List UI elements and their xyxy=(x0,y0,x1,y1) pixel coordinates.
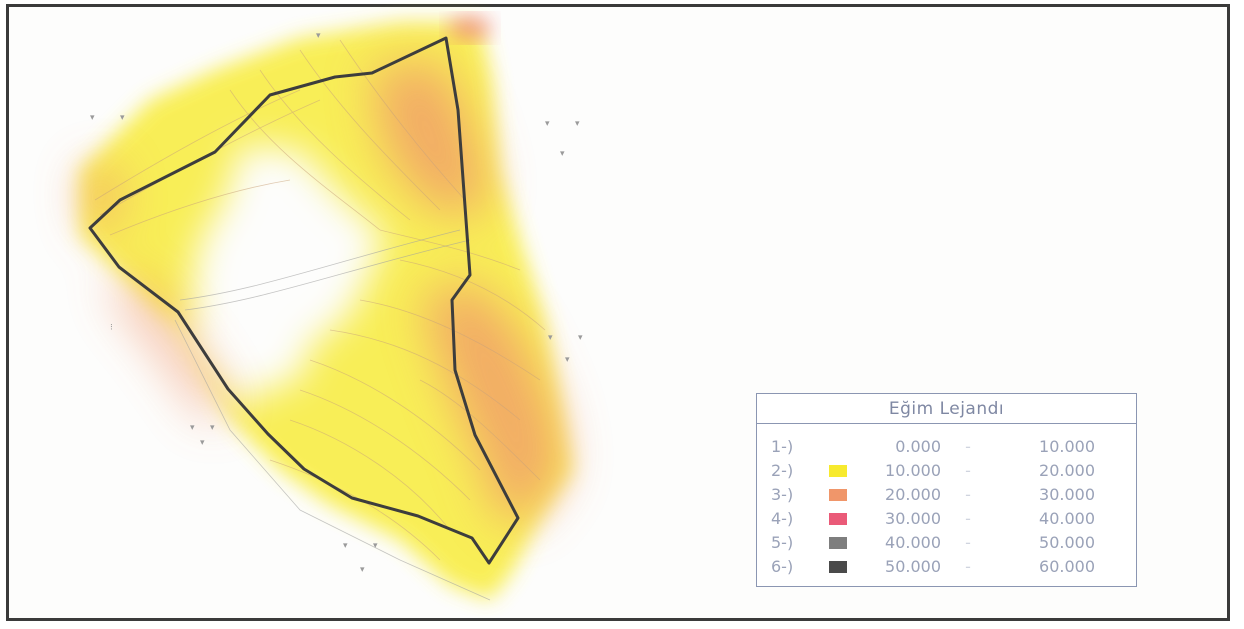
legend-row: 1-) 0.000 - 10.000 xyxy=(757,434,1136,458)
legend-row: 4-) 30.000 - 40.000 xyxy=(757,506,1136,530)
legend-swatch xyxy=(829,489,847,501)
legend-row: 6-) 50.000 - 60.000 xyxy=(757,554,1136,578)
legend-range-to: 20.000 xyxy=(1039,461,1095,480)
svg-text:▾: ▾ xyxy=(120,113,125,123)
legend-range-to: 50.000 xyxy=(1039,533,1095,552)
legend-row: 5-) 40.000 - 50.000 xyxy=(757,530,1136,554)
slope-zone-pink xyxy=(448,16,492,40)
slope-zone-orange xyxy=(80,60,565,520)
legend-row-index: 5-) xyxy=(771,533,794,552)
legend-row: 2-) 10.000 - 20.000 xyxy=(757,458,1136,482)
legend-swatch xyxy=(829,441,847,453)
svg-text:▾: ▾ xyxy=(190,423,195,433)
legend-range-separator: - xyxy=(965,437,971,456)
legend-row-index: 6-) xyxy=(771,557,794,576)
svg-text:▾: ▾ xyxy=(575,119,580,129)
legend-range-from: 0.000 xyxy=(895,437,941,456)
legend-title: Eğim Lejandı xyxy=(757,394,1136,424)
legend-row: 3-) 20.000 - 30.000 xyxy=(757,482,1136,506)
legend-swatch xyxy=(829,465,847,477)
svg-text:▾: ▾ xyxy=(565,355,570,365)
legend-range-separator: - xyxy=(965,461,971,480)
legend-range-to: 30.000 xyxy=(1039,485,1095,504)
legend-range-from: 30.000 xyxy=(885,509,941,528)
svg-text:▾: ▾ xyxy=(545,119,550,129)
svg-text:▾: ▾ xyxy=(548,333,553,343)
svg-text:▾: ▾ xyxy=(360,565,365,575)
svg-text:▾: ▾ xyxy=(373,541,378,551)
survey-points: ▾ ▾ ▾ ▾ ▾ ▾ ▾ ▾ ▾ ▾ ▾ ▾ ▾ ▾ ▾ ⁝ xyxy=(90,31,583,575)
legend-swatch xyxy=(829,561,847,573)
legend-range-from: 50.000 xyxy=(885,557,941,576)
legend-range-to: 60.000 xyxy=(1039,557,1095,576)
slope-legend: Eğim Lejandı 1-) 0.000 - 10.000 2-) 10.0… xyxy=(756,393,1137,587)
legend-range-to: 40.000 xyxy=(1039,509,1095,528)
legend-swatch xyxy=(829,513,847,525)
legend-range-separator: - xyxy=(965,509,971,528)
legend-range-from: 20.000 xyxy=(885,485,941,504)
road-lines xyxy=(174,229,491,601)
svg-text:▾: ▾ xyxy=(210,423,215,433)
svg-text:▾: ▾ xyxy=(200,438,205,448)
svg-text:▾: ▾ xyxy=(90,113,95,123)
legend-range-separator: - xyxy=(965,533,971,552)
svg-text:▾: ▾ xyxy=(560,149,565,159)
legend-range-from: 10.000 xyxy=(885,461,941,480)
svg-text:▾: ▾ xyxy=(343,541,348,551)
legend-row-index: 4-) xyxy=(771,509,794,528)
svg-text:▾: ▾ xyxy=(578,333,583,343)
parcel-boundary-line xyxy=(88,36,520,565)
legend-range-to: 10.000 xyxy=(1039,437,1095,456)
legend-swatch xyxy=(829,537,847,549)
legend-row-index: 2-) xyxy=(771,461,794,480)
legend-row-index: 1-) xyxy=(771,437,794,456)
legend-range-separator: - xyxy=(965,485,971,504)
svg-text:⁝: ⁝ xyxy=(110,323,113,333)
legend-row-index: 3-) xyxy=(771,485,794,504)
svg-text:▾: ▾ xyxy=(316,31,321,41)
legend-range-from: 40.000 xyxy=(885,533,941,552)
legend-range-separator: - xyxy=(965,557,971,576)
